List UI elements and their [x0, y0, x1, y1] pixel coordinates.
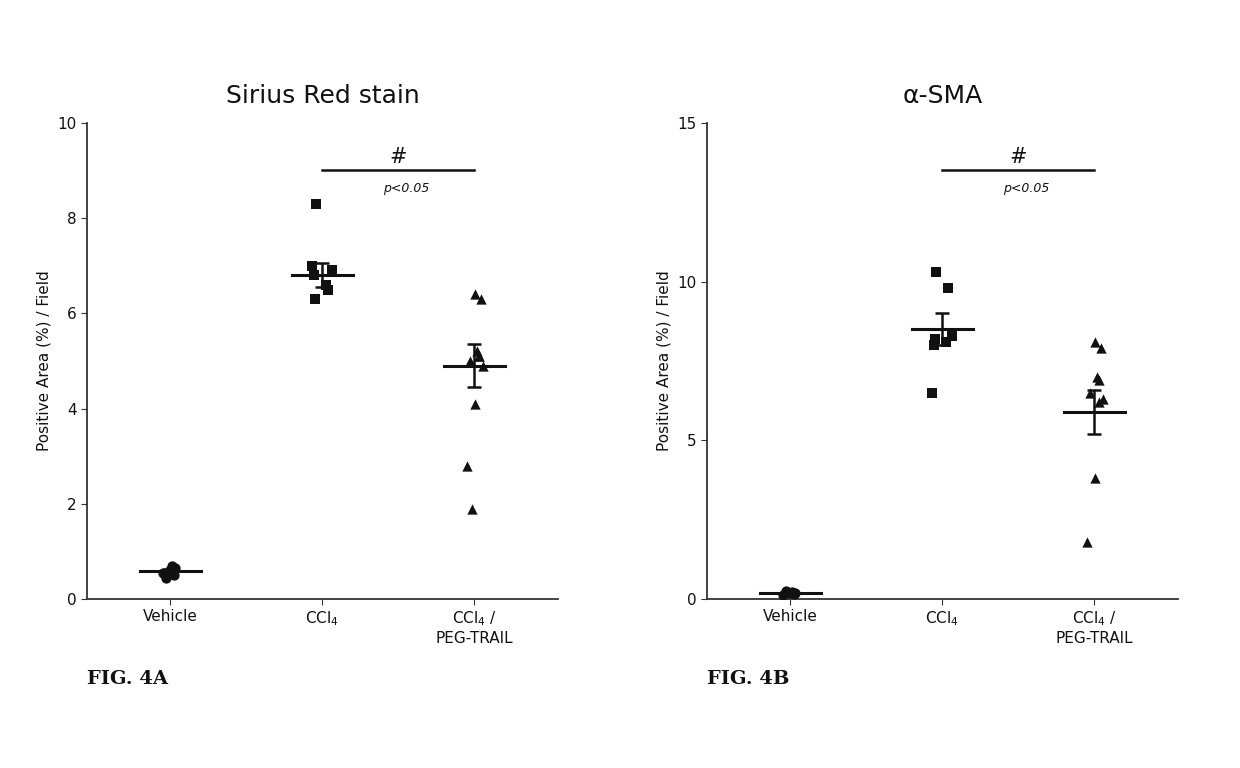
- Point: [162, 560, 182, 572]
- Point: [1091, 342, 1111, 354]
- Point: [1076, 536, 1096, 548]
- Point: [925, 333, 945, 345]
- Point: [469, 350, 489, 362]
- Point: [465, 288, 485, 300]
- Point: [165, 562, 185, 574]
- Point: [926, 266, 946, 278]
- Point: [305, 293, 325, 305]
- Y-axis label: Positive Area (%) / Field: Positive Area (%) / Field: [36, 270, 52, 452]
- Point: [782, 586, 802, 598]
- Point: [160, 564, 180, 577]
- Title: α-SMA: α-SMA: [903, 84, 982, 108]
- Text: p<0.05: p<0.05: [383, 183, 429, 195]
- Point: [936, 336, 956, 348]
- Point: [164, 569, 184, 581]
- Point: [154, 567, 174, 579]
- Text: FIG. 4A: FIG. 4A: [87, 670, 167, 687]
- Point: [942, 329, 962, 342]
- Text: #: #: [1009, 147, 1027, 167]
- Point: [784, 588, 804, 601]
- Point: [1085, 472, 1105, 485]
- Point: [774, 589, 794, 601]
- Point: [461, 502, 481, 515]
- Point: [322, 264, 342, 276]
- Point: [785, 588, 805, 600]
- Point: [1089, 396, 1109, 409]
- Point: [780, 587, 800, 599]
- Point: [304, 269, 324, 281]
- Point: [937, 282, 957, 294]
- Title: Sirius Red stain: Sirius Red stain: [226, 84, 419, 108]
- Point: [1080, 386, 1100, 399]
- Text: p<0.05: p<0.05: [1003, 183, 1049, 195]
- Point: [474, 359, 494, 372]
- Point: [467, 346, 487, 358]
- Point: [306, 197, 326, 210]
- Point: [924, 339, 944, 351]
- Point: [1087, 371, 1107, 383]
- Point: [776, 585, 796, 598]
- Point: [1089, 374, 1109, 386]
- Point: [317, 283, 337, 296]
- Point: [460, 355, 480, 367]
- Text: #: #: [389, 147, 407, 167]
- Point: [316, 279, 336, 291]
- Point: [1094, 393, 1114, 406]
- Point: [921, 386, 941, 399]
- Point: [301, 260, 321, 272]
- Text: FIG. 4B: FIG. 4B: [707, 670, 790, 687]
- Point: [471, 293, 491, 305]
- Point: [469, 350, 489, 362]
- Point: [456, 459, 476, 472]
- Point: [156, 571, 176, 584]
- Y-axis label: Positive Area (%) / Field: Positive Area (%) / Field: [656, 270, 672, 452]
- Point: [465, 398, 485, 410]
- Point: [1085, 336, 1105, 348]
